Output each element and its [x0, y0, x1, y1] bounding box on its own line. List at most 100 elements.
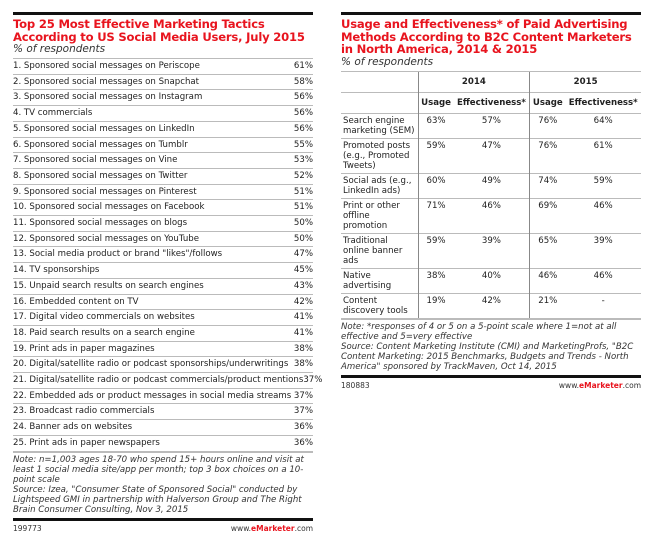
row-label: 23. Broadcast radio commercials [13, 406, 155, 417]
cell-value: 47% [453, 137, 530, 173]
row-value: 56% [293, 123, 313, 134]
row-label: Search engine marketing (SEM) [341, 112, 418, 138]
row-value: 52% [293, 170, 313, 181]
cell-value: 39% [453, 232, 530, 268]
row-label: 22. Embedded ads or product messages in … [13, 390, 292, 401]
chart-note: Note: *responses of 4 or 5 on a 5-point … [341, 321, 617, 342]
table-row: Print or other offline promotion 71% 46% 69… [341, 197, 641, 233]
footer: 199773 www.eMarketer.com [13, 524, 313, 533]
cell-value: 46% [529, 267, 566, 293]
chart-note: Note: n=1,003 ages 18-70 who spend 15+ h… [13, 454, 304, 485]
row-label: 20. Digital/satellite radio or podcast s… [13, 359, 289, 370]
table-row: 9. Sponsored social messages on Pinteres… [13, 183, 313, 200]
cell-value: - [565, 292, 641, 320]
table-row: 19. Print ads in paper magazines 38% [13, 340, 313, 357]
row-value: 36% [293, 437, 313, 448]
table-row: 13. Social media product or brand "likes… [13, 246, 313, 262]
cell-value: 40% [453, 267, 530, 293]
cell-value: 46% [453, 197, 530, 233]
table-row: 22. Embedded ads or product messages in … [13, 387, 313, 404]
chart-title: Top 25 Most Effective Marketing Tactics … [13, 17, 305, 44]
row-value: 37% [293, 406, 313, 417]
chart-title: Usage and Effectiveness* of Paid Adverti… [341, 17, 632, 56]
cell-value: 21% [529, 292, 566, 320]
row-value: 47% [293, 249, 313, 260]
row-value: 37% [293, 390, 313, 401]
row-label: 2. Sponsored social messages on Snapchat [13, 76, 200, 87]
row-value: 51% [293, 186, 313, 197]
row-value: 50% [293, 218, 313, 229]
row-label: Content discovery tools [341, 292, 418, 320]
top-rule [13, 12, 313, 15]
table-row: 7. Sponsored social messages on Vine 53% [13, 152, 313, 168]
footer: 180883 www.eMarketer.com [341, 381, 641, 390]
row-label: Traditional online banner ads [341, 232, 418, 268]
site-post: .com [622, 380, 641, 390]
site-brand: eMarketer [579, 380, 623, 390]
row-value: 41% [293, 327, 313, 338]
row-label: 19. Print ads in paper magazines [13, 343, 155, 354]
row-label: Social ads (e.g., LinkedIn ads) [341, 172, 418, 198]
ranking-list: 1. Sponsored social messages on Periscop… [13, 58, 322, 453]
table-row: 12. Sponsored social messages on YouTube… [13, 230, 313, 247]
row-value: 58% [293, 76, 313, 87]
table-row: 23. Broadcast radio commercials 37% [13, 403, 313, 419]
cell-value: 38% [417, 267, 454, 293]
cell-value: 57% [453, 112, 530, 138]
bottom-rule [13, 517, 313, 521]
cell-value: 49% [453, 172, 530, 198]
chart-id: 199773 [13, 523, 42, 533]
chart-subtitle: % of respondents [13, 43, 106, 55]
table-row: Native advertising 38% 40% 46% 46% [341, 267, 641, 293]
cell-value: 74% [529, 172, 566, 198]
row-value: 45% [293, 265, 313, 276]
table-row: 6. Sponsored social messages on Tumblr 55… [13, 136, 313, 153]
row-value: 38% [293, 343, 313, 354]
row-value: 41% [293, 312, 313, 323]
row-label: Promoted posts (e.g., Promoted Tweets) [341, 137, 418, 173]
bottom-rule [341, 374, 641, 378]
table-row: 25. Print ads in paper newspapers 36% [13, 434, 313, 453]
cell-value: 60% [417, 172, 454, 198]
cell-value: 65% [529, 232, 566, 268]
row-label: 18. Paid search results on a search engi… [13, 327, 195, 338]
column-header: Usage [529, 91, 566, 113]
row-label: Print or other offline promotion [341, 197, 418, 233]
table-row: Promoted posts (e.g., Promoted Tweets) 59… [341, 137, 641, 173]
cell-value: 61% [565, 137, 641, 173]
row-value: 37% [303, 375, 323, 386]
row-value: 51% [293, 202, 313, 213]
table-row: 11. Sponsored social messages on blogs 50… [13, 215, 313, 231]
row-label: 21. Digital/satellite radio or podcast c… [13, 375, 304, 386]
cell-value: 71% [417, 197, 454, 233]
row-label: 6. Sponsored social messages on Tumblr [13, 139, 188, 150]
table-row: Social ads (e.g., LinkedIn ads) 60% 49% 74%… [341, 172, 641, 198]
row-value: 36% [293, 422, 313, 433]
site-brand: eMarketer [251, 523, 295, 533]
row-label: 12. Sponsored social messages on YouTube [13, 233, 200, 244]
site-post: .com [294, 523, 313, 533]
left-chart-panel: Top 25 Most Effective Marketing Tactics … [13, 12, 322, 533]
table-row: 15. Unpaid search results on search engi… [13, 277, 313, 294]
row-label: 17. Digital video commercials on website… [13, 312, 195, 323]
row-label: 7. Sponsored social messages on Vine [13, 155, 178, 166]
row-label: 15. Unpaid search results on search engi… [13, 280, 204, 291]
cell-value: 19% [417, 292, 454, 320]
cell-value: 46% [565, 197, 641, 233]
table-row: 1. Sponsored social messages on Periscop… [13, 58, 313, 74]
row-value: 43% [293, 280, 313, 291]
data-table: 2014 2015 Usage Effectiveness* Usage Effecti… [341, 70, 641, 320]
row-value: 38% [293, 359, 313, 370]
row-value: 56% [293, 92, 313, 103]
site-pre: www. [230, 523, 252, 533]
table-row: Traditional online banner ads 59% 39% 65% 39… [341, 232, 641, 268]
cell-value: 39% [565, 232, 641, 268]
column-header: Effectiveness* [565, 91, 641, 113]
site-pre: www. [558, 380, 580, 390]
cell-value: 64% [565, 112, 641, 138]
table-row: Content discovery tools 19% 42% 21% - [341, 292, 641, 320]
chart-id: 180883 [341, 380, 370, 390]
table-row: 5. Sponsored social messages on LinkedIn… [13, 120, 313, 137]
cell-value: 69% [529, 197, 566, 233]
row-label: 5. Sponsored social messages on LinkedIn [13, 123, 195, 134]
